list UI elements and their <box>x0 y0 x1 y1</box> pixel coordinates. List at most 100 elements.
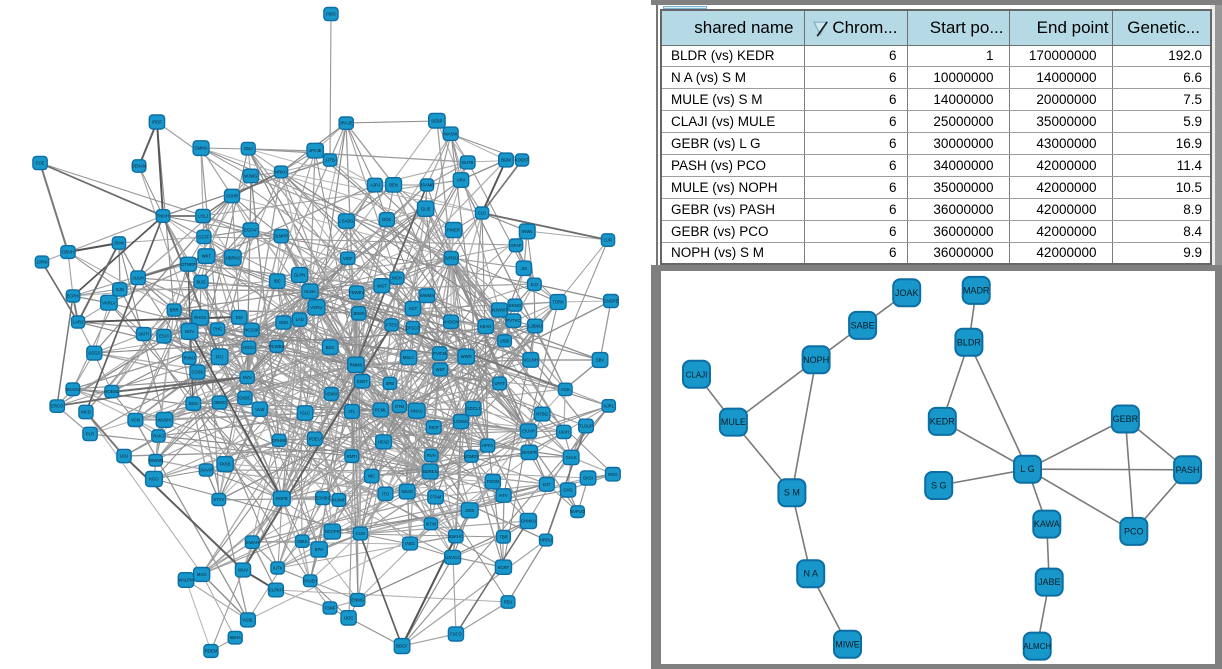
svg-text:PIBS: PIBS <box>326 12 336 17</box>
svg-text:L G: L G <box>1020 464 1034 474</box>
svg-text:RVH: RVH <box>427 453 436 458</box>
svg-text:VCLNH: VCLNH <box>524 358 538 363</box>
svg-text:UKITI: UKITI <box>138 332 149 337</box>
svg-text:GMMA: GMMA <box>194 146 207 151</box>
svg-text:WUV: WUV <box>238 568 248 573</box>
svg-text:PEU: PEU <box>504 600 513 605</box>
svg-text:HRRU: HRRU <box>540 538 552 543</box>
svg-text:CIJG: CIJG <box>356 531 366 536</box>
svg-text:LHLJ: LHLJ <box>198 214 208 219</box>
svg-text:FHUEH: FHUEH <box>303 578 317 583</box>
svg-text:KGO: KGO <box>149 477 159 482</box>
svg-text:FDWEV: FDWEV <box>349 290 364 295</box>
svg-text:HLNA: HLNA <box>304 289 315 294</box>
svg-text:RGO: RGO <box>608 472 618 477</box>
svg-text:EIUVP: EIUVP <box>522 429 535 434</box>
svg-text:PCWBU: PCWBU <box>269 344 285 349</box>
svg-text:JOAK: JOAK <box>895 288 919 298</box>
svg-text:DENAM: DENAM <box>131 164 147 169</box>
svg-text:JSHK: JSHK <box>114 241 125 246</box>
svg-text:NVPUO: NVPUO <box>570 509 586 514</box>
svg-text:JJPNI: JJPNI <box>36 260 47 265</box>
svg-text:ECPHI: ECPHI <box>67 294 80 299</box>
svg-text:RVMJ: RVMJ <box>184 356 195 361</box>
svg-text:GMJ: GMJ <box>244 146 253 151</box>
svg-text:WJWWT: WJWWT <box>491 308 508 313</box>
svg-text:IBC: IBC <box>274 279 281 284</box>
svg-text:BVOPR: BVOPR <box>522 450 537 455</box>
svg-text:VIDF: VIDF <box>343 256 353 261</box>
svg-text:DJT: DJT <box>543 482 551 487</box>
svg-text:IAWAH: IAWAH <box>245 540 258 545</box>
svg-text:PVICM: PVICM <box>433 351 447 356</box>
svg-text:HBPMJ: HBPMJ <box>226 255 240 260</box>
svg-text:OTM: OTM <box>395 404 405 409</box>
svg-text:BEN: BEN <box>389 183 398 188</box>
svg-text:NNJG: NNJG <box>401 489 412 494</box>
svg-text:JJTB: JJTB <box>325 158 335 163</box>
svg-text:KEAH: KEAH <box>480 324 491 329</box>
svg-text:VSFIU: VSFIU <box>310 305 322 310</box>
svg-text:BGS: BGS <box>189 401 198 406</box>
svg-text:BDCF: BDCF <box>396 644 408 649</box>
svg-text:JLMPP: JLMPP <box>274 234 288 239</box>
svg-text:MAG: MAG <box>197 572 207 577</box>
svg-text:JDWS: JDWS <box>353 311 365 316</box>
svg-text:PHC: PHC <box>213 327 222 332</box>
svg-text:ERCO: ERCO <box>51 404 64 409</box>
svg-text:PCO: PCO <box>1124 526 1144 536</box>
svg-text:CJFI: CJFI <box>604 238 613 243</box>
svg-text:IRDF: IRDF <box>152 120 162 125</box>
svg-text:TBR: TBR <box>499 534 507 539</box>
svg-text:VCN: VCN <box>131 418 140 423</box>
svg-text:VDMV: VDMV <box>325 392 337 397</box>
svg-text:MULE: MULE <box>721 417 746 427</box>
svg-text:GDD: GDD <box>279 320 288 325</box>
svg-text:DIS: DIS <box>236 315 243 320</box>
svg-text:RMTI: RMTI <box>347 454 357 459</box>
svg-text:GVLK: GVLK <box>566 455 577 460</box>
svg-text:NVU: NVU <box>243 375 252 380</box>
svg-text:HOEML: HOEML <box>104 389 120 394</box>
svg-text:BDRES: BDRES <box>423 469 438 474</box>
svg-text:JTL: JTL <box>348 409 356 414</box>
svg-text:BIJM: BIJM <box>501 158 511 163</box>
svg-text:AGT: AGT <box>409 306 418 311</box>
svg-text:RGPB: RGPB <box>276 496 288 501</box>
svg-text:WWN: WWN <box>461 354 472 359</box>
svg-text:PCML: PCML <box>375 408 387 413</box>
svg-text:BLDR: BLDR <box>957 337 982 347</box>
svg-text:FSOM: FSOM <box>487 479 500 484</box>
svg-text:CCFF: CCFF <box>198 235 210 240</box>
svg-text:JUUH: JUUH <box>133 275 144 280</box>
svg-text:ALMCH: ALMCH <box>1023 642 1051 651</box>
svg-text:MIWE: MIWE <box>835 639 860 649</box>
svg-text:EGPAF: EGPAF <box>244 228 258 233</box>
svg-text:COE: COE <box>35 161 44 166</box>
svg-text:SSBT: SSBT <box>357 379 368 384</box>
svg-text:EKNO: EKNO <box>509 303 522 308</box>
svg-text:HFAD: HFAD <box>378 439 389 444</box>
svg-text:RAKJ: RAKJ <box>153 434 164 439</box>
svg-text:SBHA: SBHA <box>229 635 241 640</box>
svg-text:KCRF: KCRF <box>498 565 510 570</box>
svg-text:IGLC: IGLC <box>300 411 310 416</box>
svg-text:IKTW: IKTW <box>426 521 437 526</box>
svg-text:LCMVK: LCMVK <box>454 419 469 424</box>
svg-text:BPH: BPH <box>315 547 324 552</box>
svg-text:WIWSN: WIWSN <box>148 458 163 463</box>
svg-text:AGS: AGS <box>561 387 570 392</box>
svg-text:LJBMU: LJBMU <box>528 324 542 329</box>
svg-text:DTSCO: DTSCO <box>406 325 421 330</box>
svg-text:JODI: JODI <box>465 508 475 513</box>
svg-text:WJWG: WJWG <box>244 174 257 179</box>
svg-text:SEBP: SEBP <box>431 118 442 123</box>
svg-text:DGK: DGK <box>382 217 391 222</box>
svg-text:PTAM: PTAM <box>430 495 442 500</box>
svg-text:MCD: MCD <box>81 410 91 415</box>
svg-text:GKSI: GKSI <box>583 476 593 481</box>
svg-text:VKRLV: VKRLV <box>102 300 116 305</box>
svg-text:GDCLJ: GDCLJ <box>467 406 481 411</box>
svg-text:RDEM: RDEM <box>205 649 218 654</box>
svg-text:GLIE: GLIE <box>421 206 431 211</box>
